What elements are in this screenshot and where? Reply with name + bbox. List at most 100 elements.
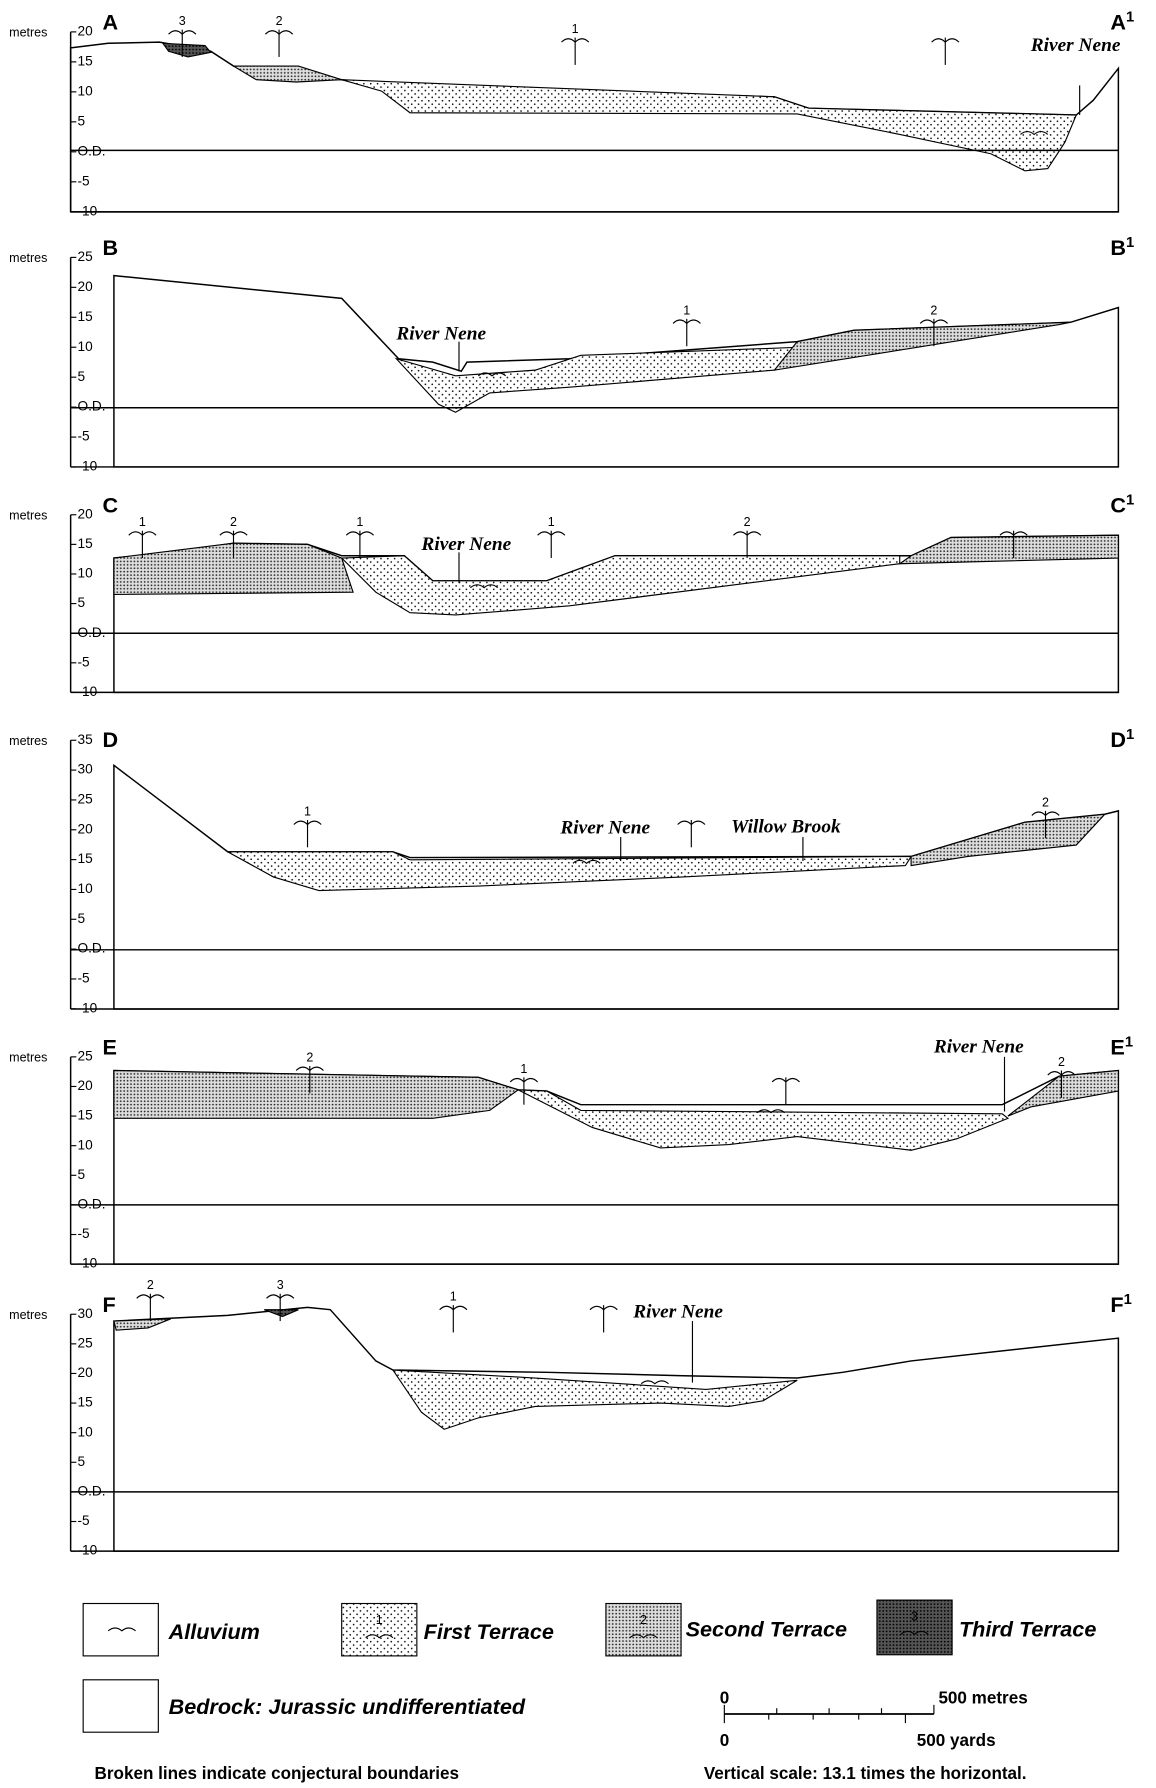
second-terrace	[1007, 1069, 1119, 1117]
section-label-right: E1	[1110, 1035, 1133, 1060]
section-label: D	[103, 727, 119, 752]
note: Vertical scale: 13.1 times the horizonta…	[704, 1764, 1027, 1783]
legend-box-second	[605, 1602, 682, 1657]
tick-label: -5	[77, 654, 90, 669]
tick-label: 15	[77, 1395, 93, 1410]
terrace-symbol	[561, 38, 590, 43]
tick-label: 5	[77, 1167, 85, 1182]
tick-label: 25	[77, 249, 93, 264]
tick-label: -5	[77, 971, 90, 986]
first-terrace	[517, 1089, 1010, 1151]
tick-label: O.D.	[77, 399, 105, 414]
tick-label: 5	[77, 369, 85, 384]
superscript: 1	[1126, 235, 1134, 251]
legend-digit: 2	[640, 1613, 647, 1627]
legend-box-third	[876, 1599, 953, 1656]
superscript: 1	[1126, 493, 1134, 509]
terrace-symbol	[293, 820, 322, 826]
annotation: River Nene	[420, 534, 511, 555]
tick-label: 20	[77, 1078, 93, 1093]
scale-label: 500 metres	[938, 1689, 1027, 1708]
scale-label: 0	[720, 1731, 730, 1750]
tick-label: 30	[77, 762, 93, 777]
second-terrace	[113, 1069, 520, 1119]
legend-label: Bedrock: Jurassic undifferentiated	[169, 1694, 526, 1719]
terrace-symbol	[128, 531, 157, 537]
scale-label: 500 yards	[917, 1731, 996, 1750]
terrace-symbol	[677, 820, 706, 826]
tick-label: -5	[77, 429, 90, 444]
tick-label: O.D.	[77, 143, 105, 158]
terrace-symbol	[931, 38, 960, 43]
alluvium-symbol	[477, 372, 507, 377]
section: 30 25 20 15 10 5 O.D. -5 -10 metres F F1 River Nene 2…	[9, 1278, 1132, 1558]
terrace-symbol	[1031, 811, 1060, 817]
section-label-right: F1	[1110, 1292, 1131, 1317]
second-terrace	[113, 1318, 172, 1331]
tick-label: 20	[77, 279, 93, 294]
terrace-digit: 3	[179, 14, 186, 28]
tick-label: 15	[77, 1108, 93, 1123]
superscript: 1	[1126, 10, 1134, 26]
tick-label: -10	[77, 1256, 97, 1271]
second-terrace	[231, 65, 342, 83]
tick-label: 20	[77, 1365, 93, 1380]
section-label-right: C1	[1110, 492, 1134, 517]
annotation: River Nene	[632, 1302, 723, 1323]
tick-label: 5	[77, 595, 85, 610]
terrace-digit: 2	[930, 303, 937, 317]
tick-label: 10	[77, 881, 93, 896]
terrace-symbol	[345, 531, 374, 537]
tick-label: 10	[77, 1424, 93, 1439]
terrace-symbol	[219, 531, 248, 537]
legend-label: Second Terrace	[686, 1617, 847, 1642]
terrace-symbol	[589, 1305, 618, 1311]
terrace-digit: 1	[520, 1062, 527, 1076]
terrace-digit: 2	[1042, 795, 1049, 809]
legend-box-first	[341, 1602, 418, 1657]
terrace-digit: 1	[356, 515, 363, 529]
third-terrace	[264, 1309, 299, 1318]
third-terrace	[161, 42, 212, 58]
superscript: 1	[1124, 1292, 1132, 1308]
tick-label: 10	[77, 83, 93, 98]
alluvium-symbol	[640, 1380, 669, 1385]
alluvium-symbol	[365, 1634, 394, 1639]
tick-label: 15	[77, 851, 93, 866]
section: 35 30 25 20 15 10 5 O.D. -5 -10 metres D D1 River Nen…	[9, 727, 1134, 1015]
first-terrace	[391, 1369, 798, 1430]
legend-label: Alluvium	[168, 1619, 260, 1644]
section-label: B	[103, 235, 119, 260]
terrace-digit: 2	[276, 14, 283, 28]
tick-label: O.D.	[77, 1197, 105, 1212]
tick-label: 20	[77, 23, 93, 38]
terrace-digit: 2	[1058, 1055, 1065, 1069]
terrace-symbol	[771, 1077, 800, 1083]
annotation: River Nene	[559, 818, 650, 839]
terrace-digit: 2	[744, 515, 751, 529]
bedrock	[113, 763, 1120, 1010]
tick-label: -10	[77, 459, 97, 474]
terrace-digit: 2	[306, 1050, 313, 1064]
tick-label: -10	[77, 1543, 97, 1558]
terrace-digit: 1	[548, 515, 555, 529]
axis-unit: metres	[9, 734, 47, 748]
annotation: Willow Brook	[731, 817, 841, 838]
tick-label: -10	[77, 1000, 97, 1015]
tick-label: 25	[77, 1335, 93, 1350]
tick-label: -5	[77, 1513, 90, 1528]
terrace-symbol	[295, 1066, 324, 1072]
alluvium-symbol	[572, 859, 601, 864]
tick-label: 35	[77, 732, 93, 747]
second-terrace	[910, 813, 1107, 867]
tick-label: -5	[77, 173, 90, 188]
terrace-digit: 2	[230, 515, 237, 529]
tick-label: -5	[77, 1226, 90, 1241]
tick-label: O.D.	[77, 625, 105, 640]
section-label: A	[103, 10, 119, 35]
section-label: E	[103, 1035, 117, 1060]
terrace-digit: 2	[147, 1278, 154, 1292]
section: 25 20 15 10 5 O.D. -5 -10 metres B B1 River Nene 1 2	[9, 235, 1134, 474]
